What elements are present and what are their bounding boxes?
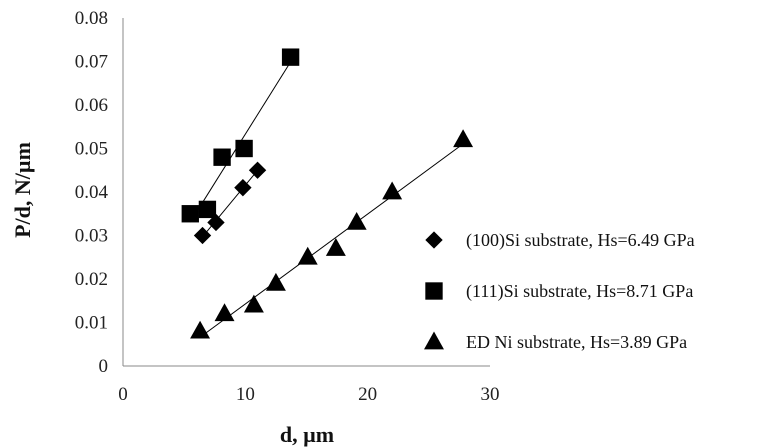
axes <box>122 18 490 367</box>
y-axis-title: P/d, N/µm <box>10 142 35 238</box>
y-tick-label: 0.07 <box>75 52 108 73</box>
y-tick-label: 0.05 <box>75 139 108 160</box>
data-point-series-3 <box>297 246 318 265</box>
x-tick-label: 30 <box>481 384 500 405</box>
legend-marker-series-2 <box>425 282 443 300</box>
data-point-series-3 <box>190 320 211 339</box>
data-point-series-2 <box>213 148 231 166</box>
x-tick-label: 20 <box>358 384 377 405</box>
data-point-series-1 <box>234 178 252 197</box>
data-points <box>181 48 474 339</box>
tick-labels: 0 0.01 0.02 0.03 0.04 0.05 0.06 0.07 0.08 0 10 20 30 <box>75 8 500 405</box>
y-tick-label: 0.02 <box>75 269 108 290</box>
data-point-series-3 <box>214 303 235 322</box>
y-tick-label: 0.08 <box>75 8 108 29</box>
x-tick-label: 0 <box>118 384 128 405</box>
x-axis-title: d, µm <box>280 422 334 447</box>
y-tick-label: 0.03 <box>75 226 108 247</box>
data-point-series-3 <box>382 181 403 200</box>
data-point-series-3 <box>453 129 474 148</box>
y-tick-label: 0.06 <box>75 95 108 116</box>
data-point-series-3 <box>325 238 346 256</box>
data-point-series-1 <box>193 226 212 245</box>
data-point-series-2 <box>198 200 217 219</box>
data-point-series-2 <box>235 139 253 158</box>
data-point-series-3 <box>265 272 286 291</box>
data-point-series-2 <box>281 48 300 66</box>
x-tick-label: 10 <box>236 384 255 405</box>
data-point-series-3 <box>346 211 367 230</box>
y-tick-label: 0 <box>99 356 109 377</box>
data-point-series-1 <box>207 213 225 232</box>
legend-marker-series-3 <box>424 331 444 350</box>
legend-marker-series-1 <box>425 231 443 249</box>
data-point-series-3 <box>243 294 264 313</box>
legend-label: (100)Si substrate, Hs=6.49 GPa <box>466 230 695 251</box>
legend: (100)Si substrate, Hs=6.49 GPa (111)Si su… <box>424 230 695 352</box>
y-tick-label: 0.01 <box>75 313 108 334</box>
legend-label: ED Ni substrate, Hs=3.89 GPa <box>466 332 687 352</box>
trendlines <box>189 61 464 338</box>
data-point-series-1 <box>248 161 267 179</box>
legend-label: (111)Si substrate, Hs=8.71 GPa <box>466 281 693 302</box>
data-point-series-2 <box>181 205 199 223</box>
trendline-series-3 <box>199 143 464 338</box>
y-tick-label: 0.04 <box>75 182 109 203</box>
